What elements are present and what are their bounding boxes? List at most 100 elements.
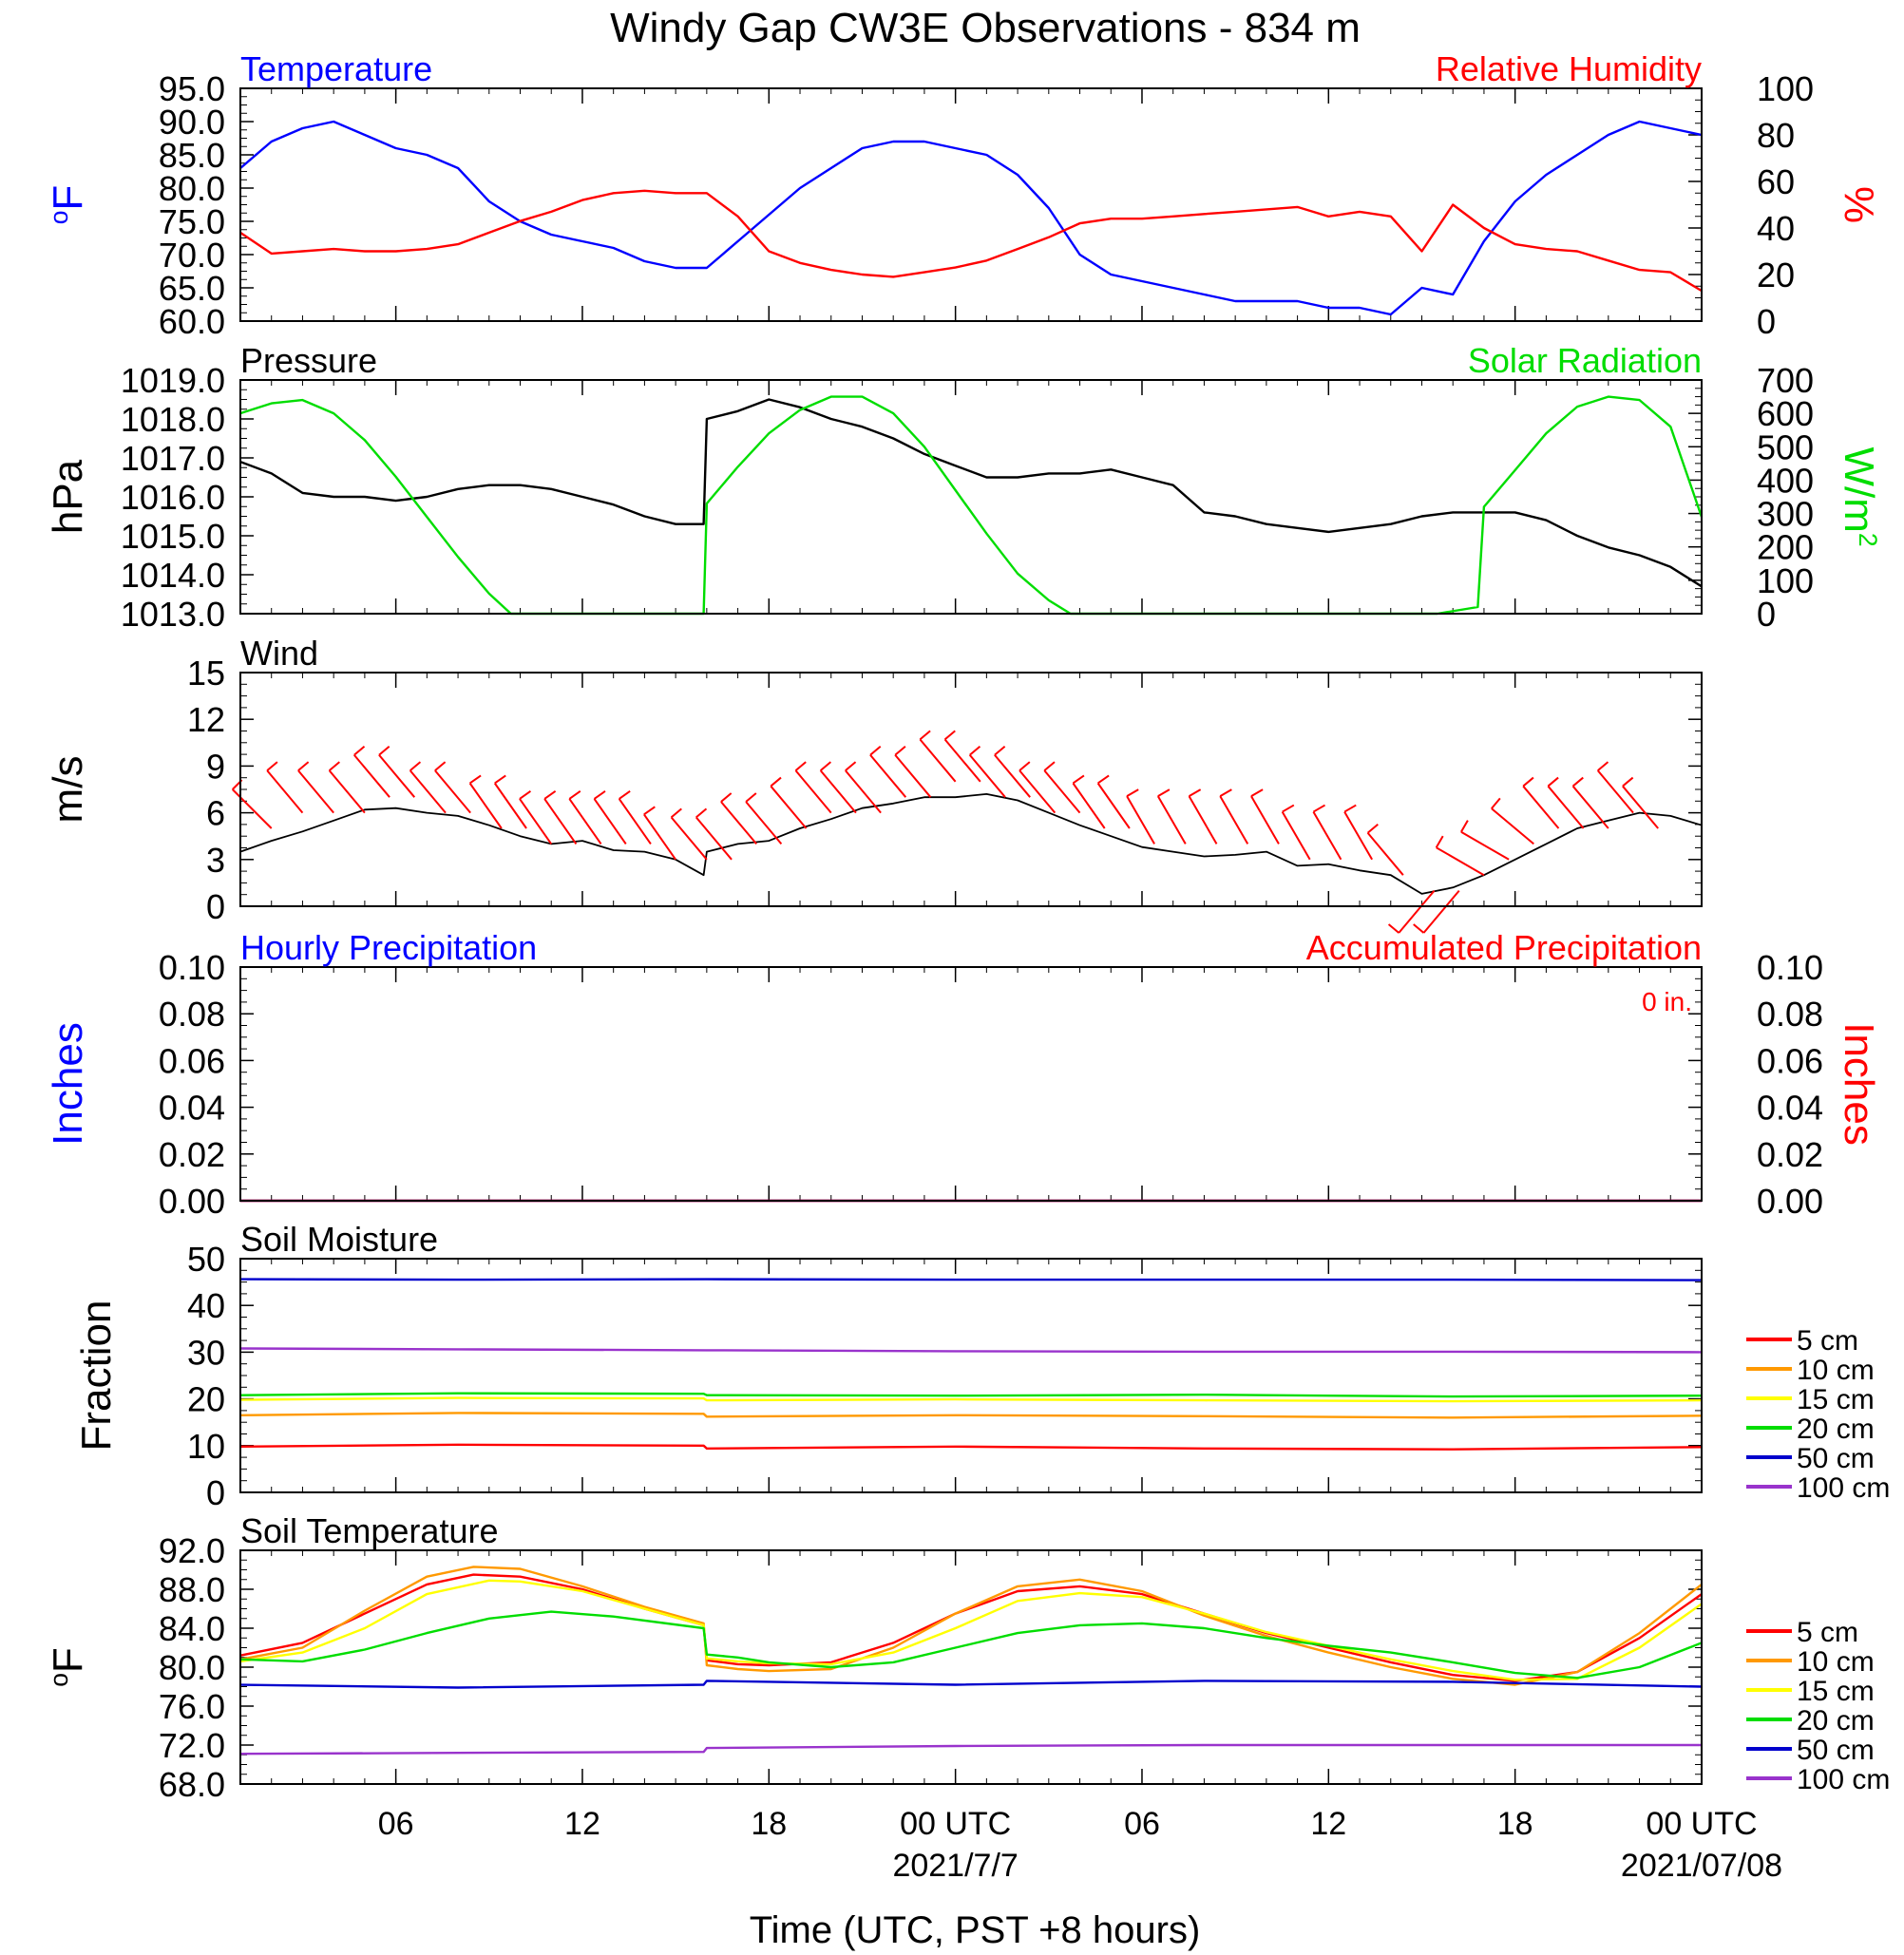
wind-barb-flag <box>1571 776 1584 788</box>
wind-barb <box>794 769 832 814</box>
y-right-tick-label: 100 <box>1757 69 1814 108</box>
wind-barb-flag <box>1622 776 1634 788</box>
y-axis-label-left: oF <box>45 185 91 225</box>
y-tick-label: 3 <box>206 841 225 880</box>
panel-title-left: Pressure <box>240 341 377 380</box>
wind-barb <box>378 754 416 798</box>
wind-barb <box>968 754 1006 798</box>
y-right-tick-label: 700 <box>1757 361 1814 400</box>
legend-label: 5 cm <box>1797 1325 1858 1357</box>
wind-barb <box>1422 889 1460 934</box>
panel-title-left: Temperature <box>240 49 432 88</box>
wind-barb <box>1281 811 1311 861</box>
wind-barb <box>1188 795 1218 845</box>
y-tick-label: 1018.0 <box>121 400 225 439</box>
y-right-tick-label: 20 <box>1757 256 1795 294</box>
wind-barb <box>1436 846 1485 877</box>
wind-barb <box>670 816 708 861</box>
wind-barb <box>994 754 1031 798</box>
panel-wind: 0 3 6 9 12 15 Wind m/s <box>45 634 1703 934</box>
x-tick-label: 18 <box>1497 1806 1533 1842</box>
y-tick-label: 80.0 <box>159 1648 225 1687</box>
wind-barb <box>894 754 932 798</box>
y-tick-label: 0 <box>206 887 225 926</box>
plot-frame <box>239 966 1703 1202</box>
y-tick-label: 95.0 <box>159 69 225 108</box>
y-tick-label: 85.0 <box>159 136 225 175</box>
y-tick-label: 65.0 <box>159 269 225 308</box>
wind-barb-flag <box>1522 776 1534 788</box>
wind-barb-flag <box>1312 804 1326 813</box>
panel-soil_temperature: 68.072.076.080.084.088.092.0 Soil Tempera… <box>45 1511 1890 1804</box>
y-tick-label: 0.00 <box>159 1182 225 1221</box>
wind-barb <box>1072 782 1106 829</box>
wind-barb-flag <box>266 761 278 771</box>
wind-barb <box>1126 795 1155 845</box>
wind-barb <box>1398 889 1436 934</box>
wind-barb <box>1250 795 1280 845</box>
y-right-tick-label: 100 <box>1757 561 1814 600</box>
x-tick-label: 00 UTC <box>900 1806 1011 1842</box>
chart-title: Windy Gap CW3E Observations - 834 m <box>610 5 1361 51</box>
wind-barb-flag <box>695 807 708 819</box>
x-tick-label: 12 <box>564 1806 600 1842</box>
wind-barb <box>353 754 390 798</box>
series-line-pressure <box>239 398 1703 588</box>
series-line-10-cm <box>239 1566 1703 1686</box>
panel-title-left: Wind <box>240 634 318 673</box>
wind-barb-flag <box>670 807 682 819</box>
wind-barb <box>1043 769 1081 814</box>
wind-barb-flag <box>434 761 447 771</box>
x-axis-label: Time (UTC, PST +8 hours) <box>750 1909 1201 1951</box>
y-tick-label: 60.0 <box>159 302 225 341</box>
wind-barb-flag <box>1219 788 1232 798</box>
wind-barb-flag <box>1387 923 1399 934</box>
wind-barb-flag <box>1366 824 1379 834</box>
y-tick-label: 0 <box>206 1473 225 1512</box>
panel-title-left: Soil Moisture <box>240 1220 438 1259</box>
x-tick-label: 18 <box>751 1806 787 1842</box>
wind-barb-flag <box>619 790 631 800</box>
wind-barb <box>1219 795 1249 845</box>
legend-label: 15 cm <box>1797 1676 1875 1707</box>
legend-label: 10 cm <box>1797 1355 1875 1386</box>
wind-barb-flag <box>919 730 931 741</box>
x-tick-label: 06 <box>1124 1806 1160 1842</box>
wind-barb <box>409 769 447 814</box>
wind-barb <box>1019 769 1057 814</box>
panel-title-right: Relative Humidity <box>1436 49 1702 88</box>
wind-barb-flag <box>543 790 557 800</box>
panel-title-right: Accumulated Precipitation <box>1306 928 1702 967</box>
y-tick-label: 1015.0 <box>121 517 225 556</box>
wind-barb <box>1571 785 1609 829</box>
series-line-20-cm <box>239 1392 1703 1398</box>
wind-barb-flag <box>1460 820 1469 833</box>
y-tick-label: 40 <box>187 1286 225 1325</box>
wind-barb-flag <box>943 730 956 741</box>
wind-barb <box>568 798 602 845</box>
wind-barb <box>770 785 808 829</box>
wind-barb <box>328 769 366 814</box>
series-line-5-cm <box>239 1573 1703 1682</box>
series-line-100-cm <box>239 1743 1702 1756</box>
wind-barb-flag <box>643 806 656 816</box>
wind-barb <box>543 798 578 845</box>
x-tick-date-label: 2021/7/7 <box>892 1848 1018 1884</box>
y-tick-label: 70.0 <box>159 236 225 275</box>
series-line-100-cm <box>239 1347 1703 1354</box>
x-tick-date-label: 2021/07/08 <box>1621 1848 1782 1884</box>
wind-barb <box>1343 811 1373 861</box>
legend-label: 50 cm <box>1797 1735 1875 1766</box>
plot-frame <box>239 379 1703 615</box>
wind-barb-flag <box>1597 761 1609 771</box>
series-line-10-cm <box>239 1412 1703 1419</box>
wind-barb-flag <box>819 761 832 771</box>
y-axis-label-left: m/s <box>45 756 91 824</box>
y-tick-label: 80.0 <box>159 169 225 208</box>
wind-barb <box>618 798 652 845</box>
wind-barb <box>745 801 783 845</box>
wind-barb <box>519 798 553 845</box>
series-line-15-cm <box>239 1579 1703 1681</box>
wind-barb <box>919 738 957 783</box>
y-tick-label: 0.06 <box>159 1041 225 1080</box>
